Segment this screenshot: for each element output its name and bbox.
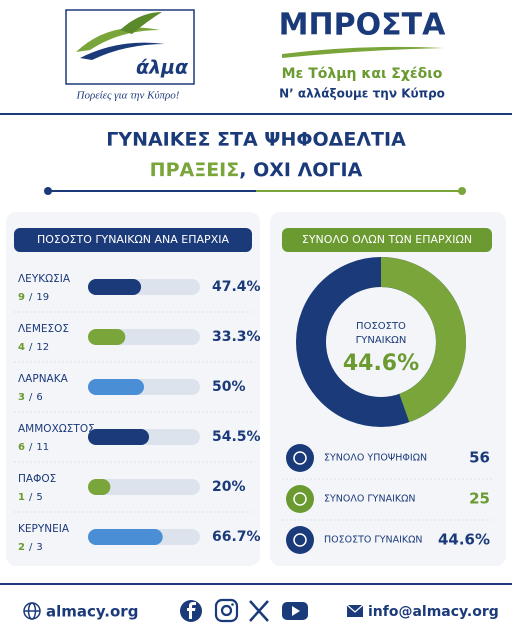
campaign-title: ΜΠΡΟΣΤΑ (279, 8, 446, 43)
district-name: ΠΑΦΟΣ (18, 473, 56, 485)
logo-text: άλμα (136, 57, 189, 79)
donut-label: ΓΥΝΑΙΚΩΝ (356, 335, 407, 346)
separator: / (29, 542, 33, 553)
swoosh (282, 46, 444, 58)
women-count: 4 (18, 342, 25, 353)
district-name: ΛΕΥΚΩΣΙΑ (18, 273, 71, 285)
district-count: 9 /19 (18, 292, 49, 303)
separator: / (29, 292, 33, 303)
total-count: 3 (36, 542, 42, 553)
women-count: 2 (18, 542, 25, 553)
stat-icon-glyph (293, 533, 307, 547)
district-count: 6 /11 (18, 442, 49, 453)
bar (88, 429, 150, 445)
donut-value: 44.6% (343, 351, 419, 376)
separator: / (29, 392, 33, 403)
stat-value: 56 (469, 449, 490, 467)
globe-icon (23, 602, 41, 620)
stat-value: 44.6% (438, 531, 490, 549)
separator: / (29, 492, 33, 503)
district-count: 4 /12 (18, 342, 49, 353)
percent-label: 20% (212, 479, 246, 495)
panel-header (282, 228, 492, 252)
stat-icon (286, 485, 314, 513)
stat-label: ΠΟΣΟΣΤΟ ΓΥΝΑΙΚΩΝ (324, 535, 423, 546)
bar (88, 379, 144, 395)
stat-icon (286, 444, 314, 472)
district-count: 1 /5 (18, 492, 43, 503)
stat-label: ΣΥΝΟΛΟ ΓΥΝΑΙΚΩΝ (324, 494, 415, 505)
bar-track (88, 479, 200, 495)
panel-header (14, 228, 252, 252)
district-name: ΛΕΜΕΣΟΣ (18, 323, 69, 335)
panel-title: ΣΥΝΟΛΟ ΟΛΩΝ ΤΩΝ ΕΠΑΡΧΙΩΝ (302, 233, 472, 246)
social-icons (180, 598, 308, 623)
total-count: 12 (36, 342, 49, 353)
district-count: 2 /3 (18, 542, 43, 553)
percent-label: 47.4% (212, 279, 261, 295)
separator: / (29, 342, 33, 353)
campaign-subtitle: Με Τόλμη και Σχέδιο (282, 66, 443, 82)
headline-accent: ΠΡΑΞΕΙΣ (150, 159, 240, 181)
donut-segment (380, 257, 466, 423)
percent-label: 33.3% (212, 329, 261, 345)
stat-icon-glyph (293, 451, 307, 465)
email: info@almacy.org (368, 604, 499, 620)
rule-dot (458, 187, 466, 195)
total-count: 19 (36, 292, 49, 303)
headline: ΓΥΝΑΙΚΕΣ ΣΤΑ ΨΗΦΟΔΕΛΤΙΑ (106, 129, 406, 151)
headline-rest: , ΟΧΙ ΛΟΓΙΑ (239, 159, 362, 181)
women-count: 3 (18, 392, 25, 403)
logo (65, 9, 195, 85)
percent-label: 50% (212, 379, 246, 395)
total-count: 11 (36, 442, 49, 453)
district-name: ΑΜΜΟΧΩΣΤΟΣ (18, 423, 95, 435)
women-count: 1 (18, 492, 25, 503)
bar (88, 529, 163, 545)
stat-value: 25 (469, 490, 490, 508)
district-count: 3 /6 (18, 392, 43, 403)
stat-icon-glyph (293, 492, 307, 506)
donut-label: ΠΟΣΟΣΤΟ (356, 321, 406, 332)
bar (88, 329, 126, 345)
women-count: 9 (18, 292, 25, 303)
logo-slogan: Πορείες για την Κύπρο! (76, 90, 180, 102)
separator: / (29, 442, 33, 453)
district-name: ΛΑΡΝΑΚΑ (18, 373, 69, 385)
mail-icon (346, 604, 364, 617)
stat-label: ΣΥΝΟΛΟ ΥΠΟΨΗΦΙΩΝ (324, 453, 427, 464)
rule-dot (44, 187, 52, 195)
stat-icon (286, 526, 314, 554)
bar (88, 279, 142, 295)
percent-label: 54.5% (212, 429, 261, 445)
total-count: 5 (36, 492, 42, 503)
percent-label: 66.7% (212, 529, 261, 545)
total-count: 6 (36, 392, 42, 403)
headline-2: ΠΡΑΞΕΙΣ, ΟΧΙ ΛΟΓΙΑ (150, 159, 363, 181)
website: almacy.org (46, 603, 138, 621)
campaign-tagline: Ν’ αλλάξουμε την Κύπρο (279, 87, 445, 101)
bar (88, 479, 111, 495)
district-name: ΚΕΡΥΝΕΙΑ (18, 523, 70, 535)
panel-title: ΠΟΣΟΣΤΟ ΓΥΝΑΙΚΩΝ ΑΝΑ ΕΠΑΡΧΙΑ (37, 233, 229, 246)
women-count: 6 (18, 442, 25, 453)
